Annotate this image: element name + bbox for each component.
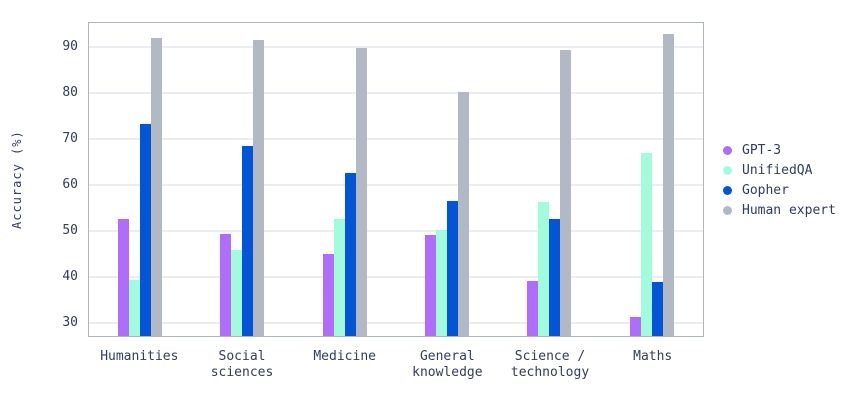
x-category-label: Social sciences <box>210 349 274 380</box>
x-axis-labels: Humanities Social sciences Medicine General… <box>88 349 704 381</box>
gridline <box>89 138 703 141</box>
bar-gpt-3 <box>527 281 539 336</box>
bar-gopher <box>242 145 254 336</box>
bar-gpt-3 <box>220 234 232 336</box>
legend-marker-icon <box>723 205 732 215</box>
bar-gpt-3 <box>425 235 437 336</box>
gridline <box>89 46 703 49</box>
bar-gopher <box>344 173 356 336</box>
gridline <box>89 276 703 279</box>
bar-human-expert <box>253 40 265 336</box>
legend-label: UnifiedQA <box>742 162 813 178</box>
bar-group-social-sciences <box>191 23 293 336</box>
legend-item-gpt-3[interactable]: GPT-3 <box>723 140 836 160</box>
bar-unifiedqa <box>538 202 550 336</box>
bar-groups <box>89 23 703 336</box>
bar-unifiedqa <box>436 230 448 336</box>
bar-human-expert <box>662 33 674 336</box>
x-category-label: Science / technology <box>510 349 590 380</box>
bar-unifiedqa <box>231 250 243 336</box>
bar-gpt-3 <box>629 316 641 336</box>
bar-group-medicine <box>294 23 396 336</box>
bar-human-expert <box>458 91 470 336</box>
y-tick-label: 90 <box>62 38 78 54</box>
y-tick-label: 50 <box>62 222 78 238</box>
bar-unifiedqa <box>129 279 141 336</box>
bar-human-expert <box>355 47 367 336</box>
bar-gopher <box>140 124 152 336</box>
x-category-label: General knowledge <box>412 349 483 380</box>
x-category-label: Humanities <box>100 349 179 364</box>
y-tick-label: 70 <box>62 130 78 146</box>
x-category-label: Medicine <box>313 349 376 364</box>
y-tick-label: 80 <box>62 84 78 100</box>
legend: GPT-3 UnifiedQA Gopher Human expert <box>723 140 836 220</box>
legend-item-unifiedqa[interactable]: UnifiedQA <box>723 160 836 180</box>
bar-gopher <box>549 218 561 336</box>
bar-human-expert <box>151 38 163 336</box>
gridline <box>89 184 703 187</box>
legend-item-gopher[interactable]: Gopher <box>723 180 836 200</box>
bar-gopher <box>651 282 663 336</box>
legend-marker-icon <box>723 145 732 155</box>
legend-label: GPT-3 <box>742 142 782 158</box>
legend-label: Human expert <box>742 202 836 218</box>
legend-marker-icon <box>723 165 732 175</box>
gridline <box>89 92 703 95</box>
x-category-label: Maths <box>633 349 673 364</box>
bar-group-science-technology <box>498 23 600 336</box>
legend-marker-icon <box>723 185 732 195</box>
y-tick-label: 30 <box>62 314 78 330</box>
plot-area <box>88 22 704 337</box>
gridline <box>89 322 703 325</box>
y-axis-title: Accuracy (%) <box>10 130 24 230</box>
bar-group-maths <box>601 23 703 336</box>
bar-gopher <box>447 200 459 336</box>
y-tick-label: 60 <box>62 176 78 192</box>
bar-unifiedqa <box>333 219 345 336</box>
bar-group-general-knowledge <box>396 23 498 336</box>
y-tick-label: 40 <box>62 268 78 284</box>
gridline <box>89 230 703 233</box>
bar-group-humanities <box>89 23 191 336</box>
bar-gpt-3 <box>118 219 130 336</box>
legend-label: Gopher <box>742 182 789 198</box>
legend-item-human-expert[interactable]: Human expert <box>723 200 836 220</box>
bar-human-expert <box>560 50 572 336</box>
bar-gpt-3 <box>322 254 334 336</box>
bar-unifiedqa <box>640 153 652 336</box>
